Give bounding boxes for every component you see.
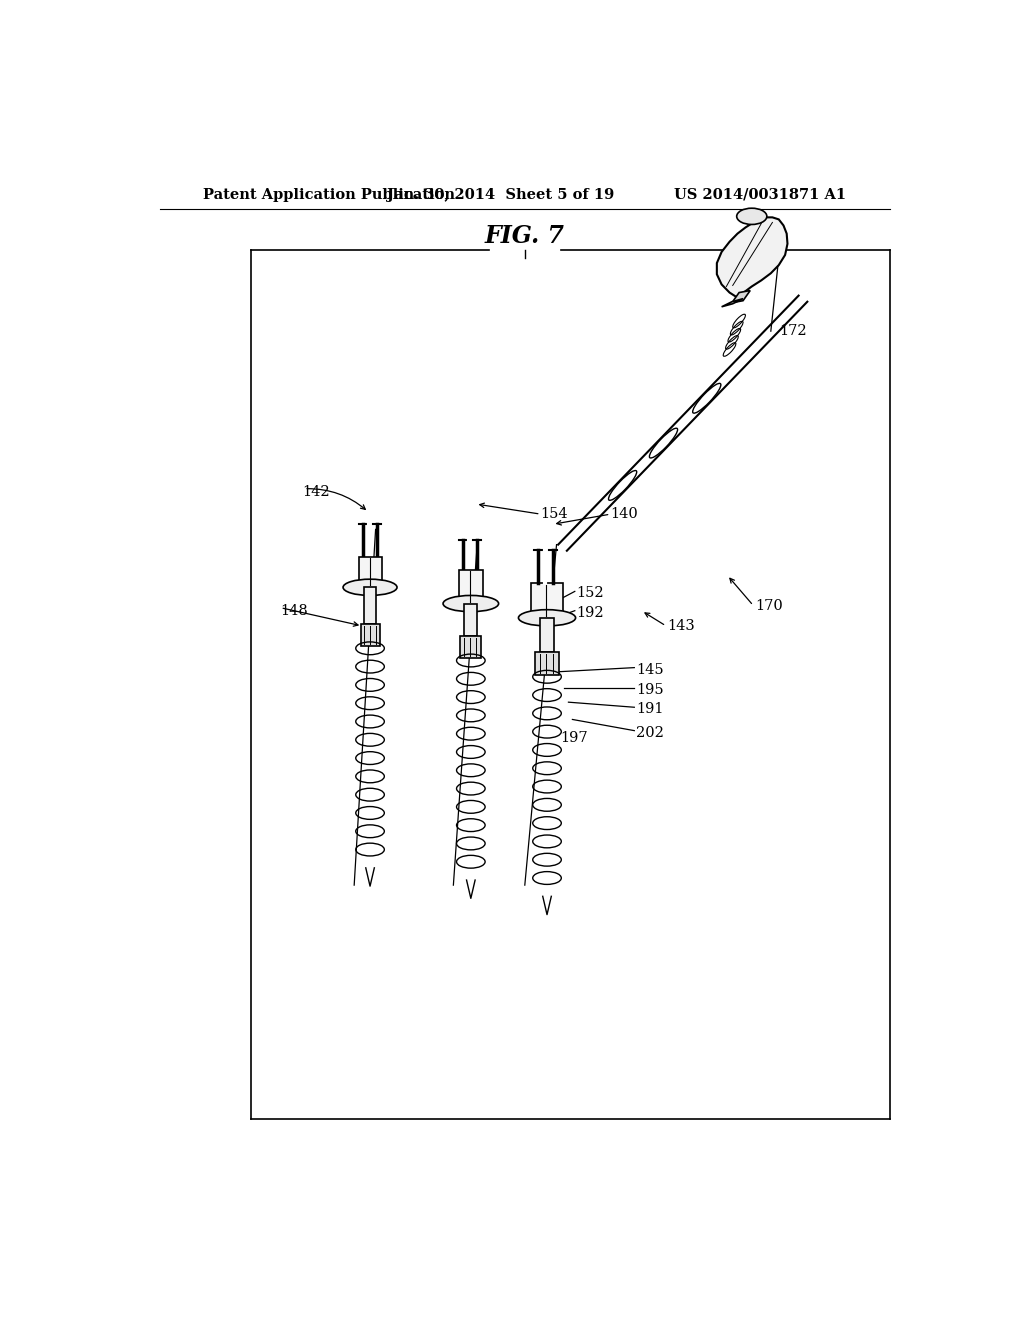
Text: 197: 197 [560, 731, 588, 744]
Text: 140: 140 [610, 507, 638, 521]
Text: 152: 152 [577, 586, 604, 601]
Text: US 2014/0031871 A1: US 2014/0031871 A1 [674, 187, 846, 202]
Text: 192: 192 [577, 606, 604, 619]
Ellipse shape [443, 595, 499, 611]
Ellipse shape [736, 209, 767, 224]
Polygon shape [722, 298, 743, 306]
Polygon shape [732, 290, 751, 302]
Ellipse shape [649, 428, 678, 458]
Ellipse shape [608, 470, 637, 500]
Text: Jan. 30, 2014  Sheet 5 of 19: Jan. 30, 2014 Sheet 5 of 19 [387, 187, 614, 202]
Text: 172: 172 [778, 325, 806, 338]
Ellipse shape [692, 383, 721, 413]
Ellipse shape [343, 579, 397, 595]
Polygon shape [365, 587, 376, 624]
Text: 191: 191 [636, 702, 664, 717]
Polygon shape [465, 603, 477, 636]
Polygon shape [536, 652, 559, 675]
Ellipse shape [518, 610, 575, 626]
Text: FIG. 7: FIG. 7 [484, 223, 565, 248]
Polygon shape [460, 636, 481, 659]
Polygon shape [540, 618, 554, 652]
Polygon shape [459, 570, 482, 603]
Text: 145: 145 [636, 663, 664, 677]
Polygon shape [717, 218, 787, 298]
Text: 195: 195 [636, 682, 664, 697]
Text: 202: 202 [636, 726, 664, 739]
Text: 142: 142 [303, 484, 330, 499]
Text: 154: 154 [541, 507, 568, 521]
Text: 148: 148 [281, 603, 308, 618]
Text: Patent Application Publication: Patent Application Publication [204, 187, 456, 202]
Polygon shape [360, 624, 380, 647]
Polygon shape [359, 557, 382, 587]
Text: 170: 170 [755, 598, 782, 612]
Polygon shape [531, 583, 563, 618]
Text: 143: 143 [668, 619, 695, 634]
